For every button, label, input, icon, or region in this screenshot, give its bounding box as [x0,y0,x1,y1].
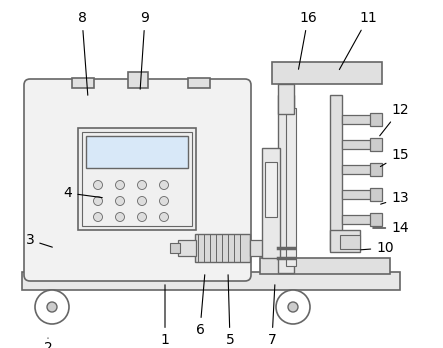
Circle shape [137,181,147,190]
Bar [342,140,374,149]
Bar [260,258,390,274]
Circle shape [93,181,102,190]
Bar [170,243,180,253]
Circle shape [116,197,124,206]
Bar [370,163,382,176]
Text: 6: 6 [195,275,205,337]
Bar [370,188,382,201]
Circle shape [93,197,102,206]
FancyBboxPatch shape [24,79,251,281]
Text: 14: 14 [373,221,409,235]
Bar [128,72,148,88]
Circle shape [159,197,168,206]
Text: 5: 5 [225,275,234,347]
Text: 16: 16 [299,11,317,69]
Bar [272,62,382,84]
Bar [330,230,360,252]
Circle shape [159,213,168,221]
Bar [342,165,374,174]
Circle shape [159,181,168,190]
Text: 4: 4 [64,186,102,200]
Text: 3: 3 [26,233,52,247]
Bar [188,78,210,88]
Circle shape [116,213,124,221]
Bar [72,78,94,88]
Bar [342,215,374,224]
Text: 8: 8 [78,11,88,95]
Bar [340,235,360,249]
Bar [78,128,196,230]
Text: 9: 9 [140,11,149,89]
Text: 15: 15 [381,148,409,167]
Bar [278,84,294,114]
Bar [262,148,280,258]
Bar [342,115,374,124]
Bar [268,243,278,253]
Text: 2: 2 [43,338,52,348]
Text: 13: 13 [381,191,409,205]
Circle shape [116,181,124,190]
Bar [82,132,192,226]
Circle shape [137,197,147,206]
Bar [370,138,382,151]
Circle shape [276,290,310,324]
Bar [86,136,188,168]
Circle shape [93,213,102,221]
Bar [370,213,382,226]
Bar [286,108,296,266]
Circle shape [137,213,147,221]
Bar [278,95,294,273]
Bar [330,95,342,250]
Circle shape [47,302,57,312]
Bar [250,240,268,256]
Bar [178,240,196,256]
Text: 7: 7 [268,285,276,347]
Text: 10: 10 [361,241,394,255]
Text: 11: 11 [339,11,377,70]
Text: 12: 12 [380,103,409,136]
Bar [370,113,382,126]
Circle shape [288,302,298,312]
Bar [195,234,250,262]
Circle shape [35,290,69,324]
Bar [342,190,374,199]
Text: 1: 1 [160,285,169,347]
Bar [265,162,277,217]
Bar [22,272,400,290]
